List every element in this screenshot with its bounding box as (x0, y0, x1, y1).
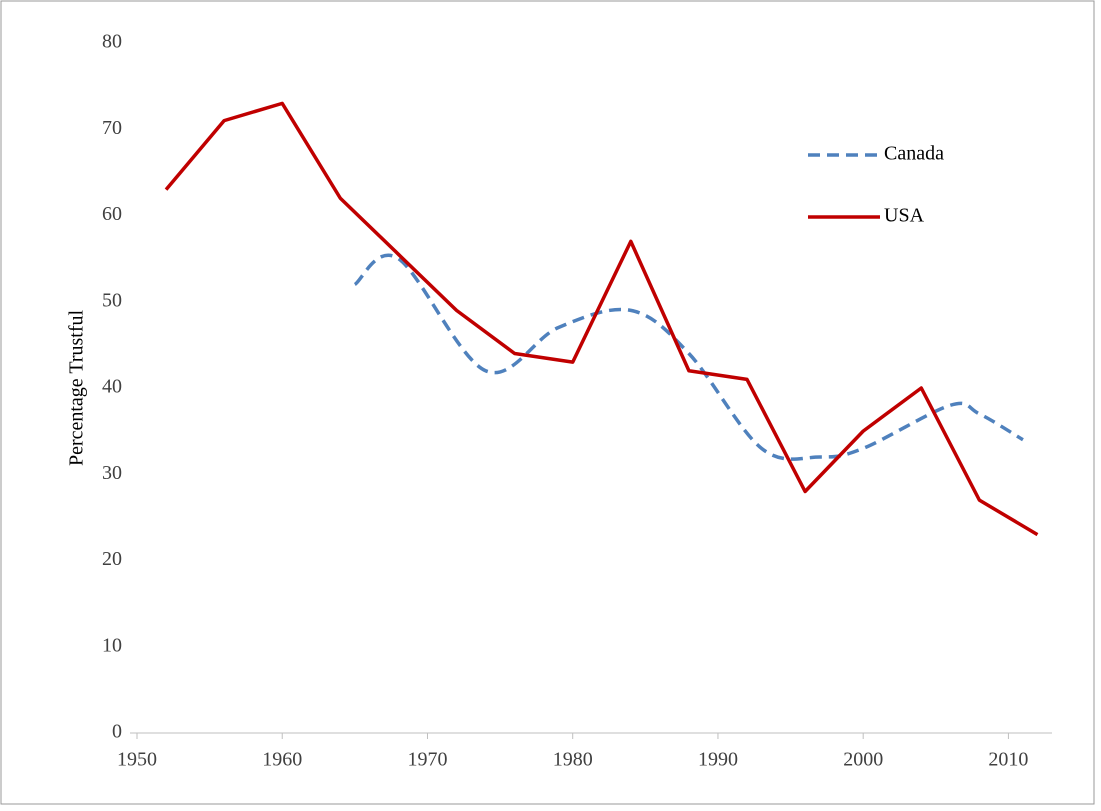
y-tick-label: 80 (102, 31, 122, 53)
legend-label: USA (884, 205, 925, 227)
y-tick-label: 40 (102, 376, 122, 398)
y-tick-label: 70 (102, 117, 122, 139)
y-tick-label: 60 (102, 203, 122, 225)
series-line (353, 253, 1024, 461)
x-tick-label: 1970 (407, 749, 447, 771)
y-tick-label: 20 (102, 548, 122, 570)
x-tick-label: 2010 (988, 749, 1028, 771)
legend-label: Canada (884, 143, 944, 165)
y-tick-label: 30 (102, 462, 122, 484)
x-tick-label: 1980 (553, 749, 593, 771)
y-axis-label: Percentage Trustful (66, 310, 88, 467)
x-tick-label: 1990 (698, 749, 738, 771)
x-tick-label: 1950 (117, 749, 157, 771)
series-line (164, 101, 1039, 537)
y-tick-label: 50 (102, 289, 122, 311)
x-tick-label: 1960 (262, 749, 302, 771)
y-tick-label: 0 (112, 721, 122, 743)
y-tick-label: 10 (102, 634, 122, 656)
x-tick-label: 2000 (843, 749, 883, 771)
